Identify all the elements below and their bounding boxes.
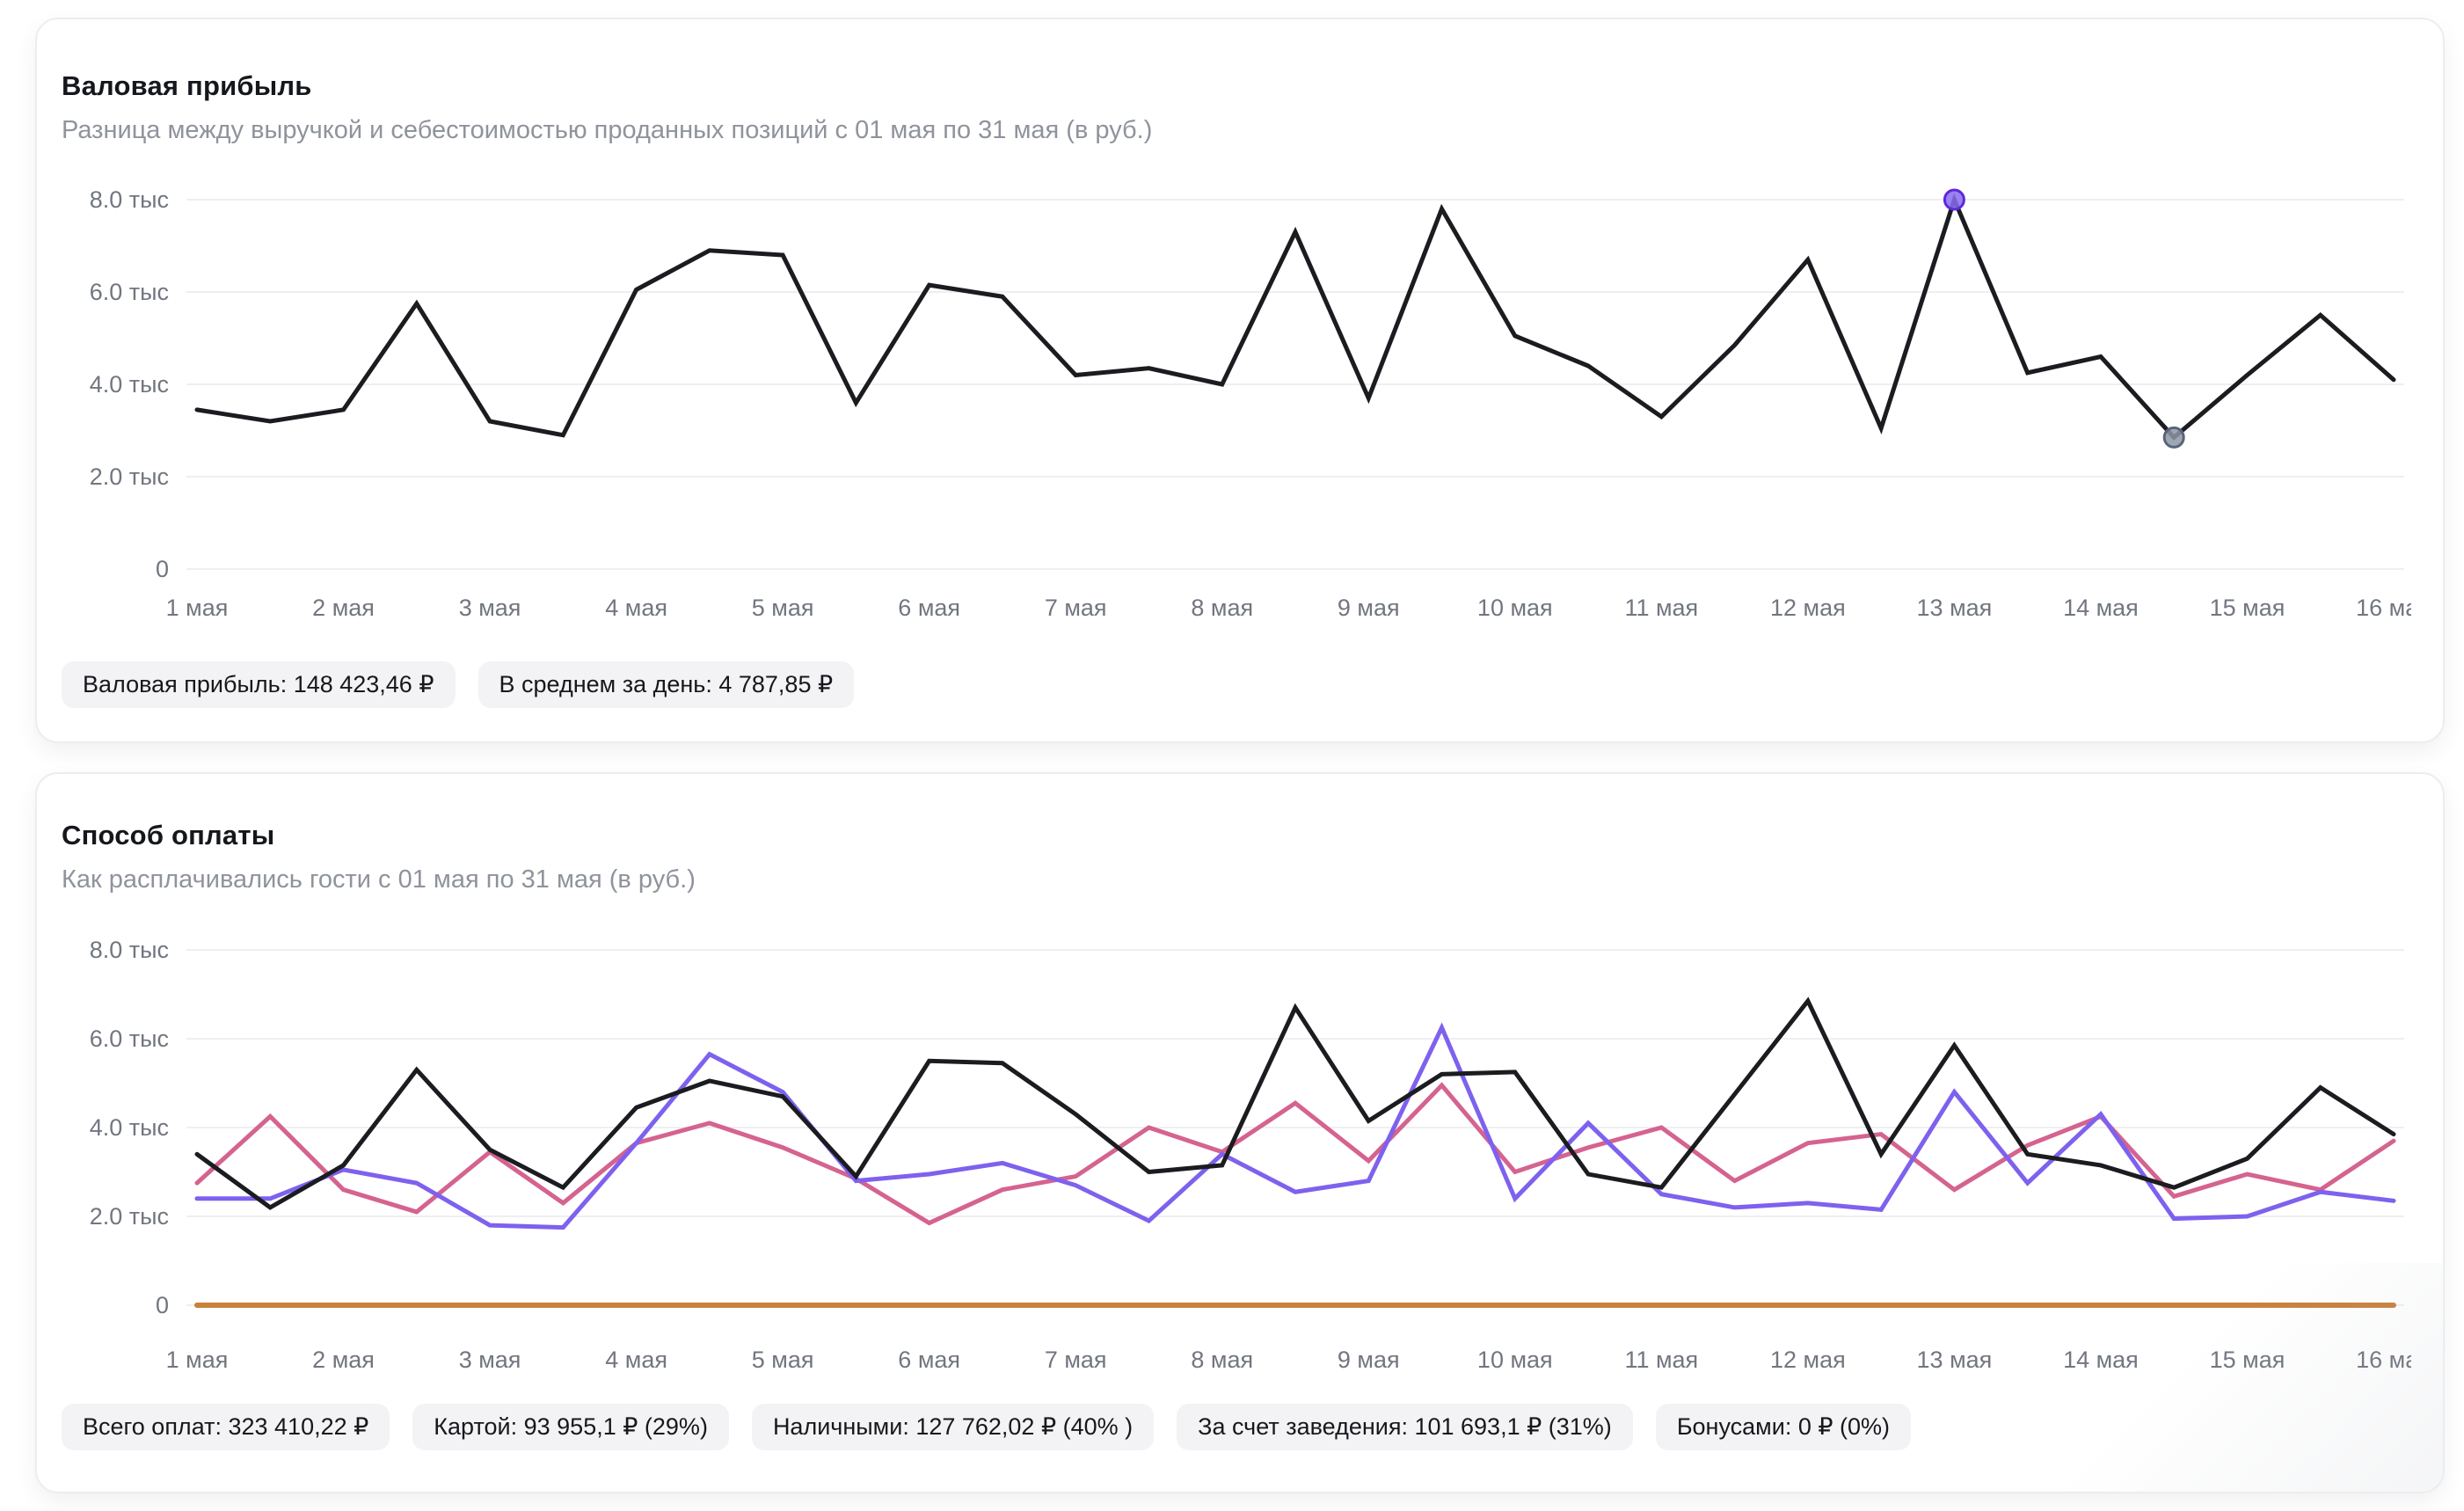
x-axis-label: 10 мая bbox=[1477, 1347, 1553, 1373]
stat-badge: В среднем за день: 4 787,85 ₽ bbox=[477, 661, 855, 708]
x-axis-label: 9 мая bbox=[1338, 1347, 1400, 1373]
x-axis-label: 16 мая bbox=[2356, 1347, 2411, 1373]
x-axis-label: 3 мая bbox=[459, 595, 521, 621]
gross-profit-card: Валовая прибыль Разница между выручкой и… bbox=[35, 18, 2445, 743]
x-axis-label: 14 мая bbox=[2063, 1347, 2139, 1373]
x-axis-label: 5 мая bbox=[752, 1347, 814, 1373]
y-axis-tick: 2.0 тыс bbox=[90, 464, 169, 490]
series-line bbox=[194, 1082, 2396, 1226]
x-axis-label: 11 мая bbox=[1624, 1347, 1698, 1373]
stat-badge: Наличными: 127 762,02 ₽ (40% ) bbox=[751, 1404, 1155, 1450]
x-axis-label: 6 мая bbox=[898, 595, 960, 621]
gross-profit-chart[interactable]: 8.0 тыс 6.0 тыс 4.0 тыс 2.0 тыс 0 1 мая 2 мая 3… bbox=[55, 173, 2411, 631]
x-axis-label: 1 мая bbox=[166, 1347, 229, 1373]
y-axis-tick: 2.0 тыс bbox=[90, 1203, 169, 1230]
x-axis-label: 13 мая bbox=[1917, 1347, 1993, 1373]
stat-badge: Картой: 93 955,1 ₽ (29%) bbox=[412, 1404, 729, 1450]
x-axis-label: 12 мая bbox=[1770, 1347, 1846, 1373]
x-axis-label: 7 мая bbox=[1045, 595, 1107, 621]
y-axis-tick: 8.0 тыс bbox=[90, 937, 169, 963]
y-axis-tick: 0 bbox=[156, 1292, 169, 1318]
x-axis-label: 8 мая bbox=[1191, 595, 1253, 621]
x-axis-label: 3 мая bbox=[459, 1347, 521, 1373]
x-axis-label: 4 мая bbox=[605, 1347, 667, 1373]
y-axis-tick: 6.0 тыс bbox=[90, 1026, 169, 1052]
data-point-marker[interactable] bbox=[1943, 188, 1965, 211]
x-axis-label: 9 мая bbox=[1338, 595, 1400, 621]
y-axis-tick: 8.0 тыс bbox=[90, 186, 169, 213]
card-title: Способ оплаты bbox=[62, 820, 275, 850]
payment-methods-card: Способ оплаты Как расплачивались гости с… bbox=[35, 772, 2445, 1493]
page-title: Валовая прибыль bbox=[62, 70, 312, 101]
x-axis-label: 15 мая bbox=[2210, 595, 2285, 621]
card-subtitle: Как расплачивались гости с 01 мая по 31 … bbox=[62, 865, 696, 894]
x-axis-label: 2 мая bbox=[312, 1347, 375, 1373]
x-axis-label: 10 мая bbox=[1477, 595, 1553, 621]
series-line bbox=[194, 193, 2396, 441]
y-axis-tick: 4.0 тыс bbox=[90, 371, 169, 398]
y-axis-tick: 0 bbox=[156, 556, 169, 582]
line-chart-canvas: 8.0 тыс 6.0 тыс 4.0 тыс 2.0 тыс 0 1 мая 2 мая 3… bbox=[90, 186, 2411, 621]
stat-badge: Всего оплат: 323 410,22 ₽ bbox=[62, 1404, 390, 1450]
y-axis-tick: 4.0 тыс bbox=[90, 1114, 169, 1141]
x-axis-label: 8 мая bbox=[1191, 1347, 1253, 1373]
data-point-marker[interactable] bbox=[2162, 426, 2185, 449]
series-line bbox=[194, 1022, 2396, 1230]
y-axis-tick: 6.0 тыс bbox=[90, 279, 169, 305]
x-axis-label: 11 мая bbox=[1624, 595, 1698, 621]
x-axis-label: 12 мая bbox=[1770, 595, 1846, 621]
x-axis-label: 14 мая bbox=[2063, 595, 2139, 621]
stat-badge: Валовая прибыль: 148 423,46 ₽ bbox=[62, 661, 456, 708]
x-axis-label: 2 мая bbox=[312, 595, 375, 621]
badges-row: Валовая прибыль: 148 423,46 ₽ В среднем з… bbox=[62, 661, 855, 708]
badges-row: Всего оплат: 323 410,22 ₽ Картой: 93 955,… bbox=[62, 1404, 1912, 1450]
stat-badge: Бонусами: 0 ₽ (0%) bbox=[1655, 1404, 1912, 1450]
card-subtitle: Разница между выручкой и себестоимостью … bbox=[62, 116, 1153, 144]
line-chart-canvas: 8.0 тыс 6.0 тыс 4.0 тыс 2.0 тыс 0 1 мая 2 мая 3… bbox=[90, 937, 2411, 1373]
payment-methods-chart[interactable]: 8.0 тыс 6.0 тыс 4.0 тыс 2.0 тыс 0 1 мая 2 мая 3… bbox=[55, 923, 2411, 1381]
x-axis-label: 5 мая bbox=[752, 595, 814, 621]
x-axis-label: 13 мая bbox=[1917, 595, 1993, 621]
x-axis-label: 7 мая bbox=[1045, 1347, 1107, 1373]
x-axis-label: 6 мая bbox=[898, 1347, 960, 1373]
x-axis-label: 1 мая bbox=[166, 595, 229, 621]
x-axis-label: 16 мая bbox=[2356, 595, 2411, 621]
series-line bbox=[194, 996, 2396, 1210]
x-axis-label: 4 мая bbox=[605, 595, 667, 621]
x-axis-label: 15 мая bbox=[2210, 1347, 2285, 1373]
stat-badge: За счет заведения: 101 693,1 ₽ (31%) bbox=[1177, 1404, 1633, 1450]
